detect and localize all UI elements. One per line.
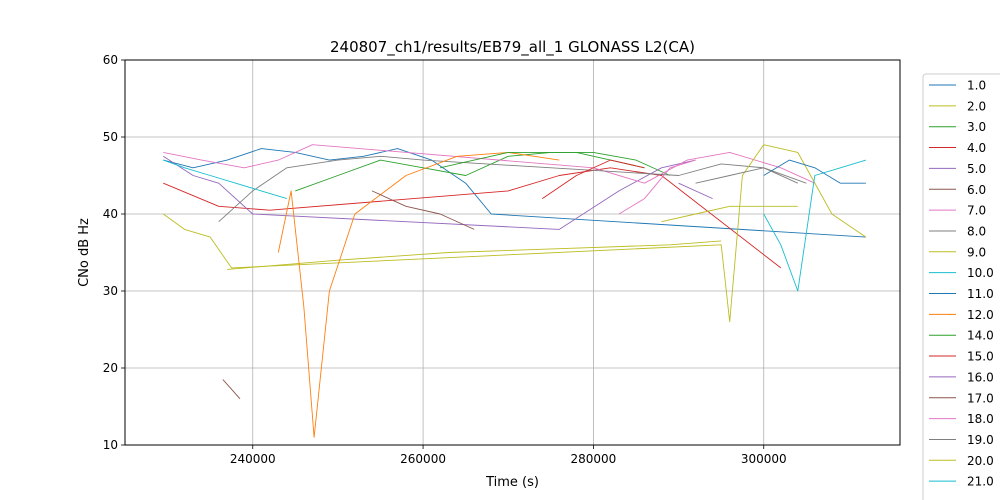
series-line-4-0	[163, 167, 782, 269]
legend-entry-label: 7.0	[967, 204, 986, 218]
legend-entry-label: 19.0	[967, 433, 994, 447]
series-line-10-0	[763, 159, 867, 292]
legend-entry-label: 14.0	[967, 329, 994, 343]
legend-entry-label: 1.0	[967, 79, 986, 93]
y-tick-label: 30	[103, 284, 118, 298]
series-line-21-0	[163, 159, 287, 200]
series-line-12-0	[277, 151, 560, 438]
legend-entry-label: 3.0	[967, 120, 986, 134]
series-line-2-0	[227, 240, 722, 270]
legend-entry-label: 4.0	[967, 141, 986, 155]
legend-entry-label: 11.0	[967, 287, 994, 301]
legend-entry-label: 6.0	[967, 183, 986, 197]
series-line-6-0	[222, 379, 241, 400]
series-line-3-0	[295, 151, 671, 192]
series-line-1-0	[163, 148, 866, 238]
legend-entry-label: 8.0	[967, 224, 986, 238]
legend-entry-label: 5.0	[967, 162, 986, 176]
legend-entry-label: 10.0	[967, 266, 994, 280]
series-line-15-0	[542, 159, 645, 199]
series-line-11-0	[763, 159, 866, 184]
plot-series	[163, 144, 867, 438]
y-tick-label: 50	[103, 130, 118, 144]
axis-ticks: 240000 260000 280000 300000 10 20 30 40 50 60	[103, 53, 787, 466]
x-tick-label: 240000	[230, 452, 276, 466]
legend-box	[922, 73, 1000, 500]
legend-entry-label: 18.0	[967, 412, 994, 426]
y-tick-label: 40	[103, 207, 118, 221]
chart-title: 240807_ch1/results/EB79_all_1 GLONASS L2…	[330, 38, 695, 57]
x-axis-label: Time (s)	[485, 475, 539, 490]
series-line-16-0	[678, 182, 713, 200]
y-tick-label: 10	[103, 438, 118, 452]
x-tick-label: 260000	[400, 452, 446, 466]
series-line-18-0	[618, 159, 696, 215]
series-line-5-0	[163, 155, 696, 230]
series-line-19-0	[695, 167, 798, 184]
series-line-14-0	[440, 151, 645, 169]
legend-entry-label: 17.0	[967, 391, 994, 405]
series-line-9-0	[163, 144, 867, 323]
legend-entry-label: 9.0	[967, 245, 986, 259]
series-line-17-0	[371, 190, 475, 230]
y-tick-label: 60	[103, 53, 118, 67]
legend-entry-label: 21.0	[967, 475, 994, 489]
legend-entry-label: 2.0	[967, 99, 986, 113]
series-line-8-0	[218, 155, 807, 223]
legend-entry-label: 20.0	[967, 454, 994, 468]
y-axis-label: CNo dB Hz	[77, 218, 92, 287]
legend: 1.0 2.0 3.0 4.0 5.0 6.0 7.0 8.0 9.0 10.0 11.0 12.0 1…	[922, 73, 1000, 500]
legend-entry-label: 12.0	[967, 308, 994, 322]
legend-entry-label: 16.0	[967, 370, 994, 384]
plot-area-frame	[124, 59, 901, 446]
x-tick-label: 280000	[571, 452, 617, 466]
y-tick-label: 20	[103, 361, 118, 375]
x-tick-label: 300000	[741, 452, 787, 466]
legend-entry-label: 15.0	[967, 350, 994, 364]
series-line-20-0	[661, 205, 798, 223]
